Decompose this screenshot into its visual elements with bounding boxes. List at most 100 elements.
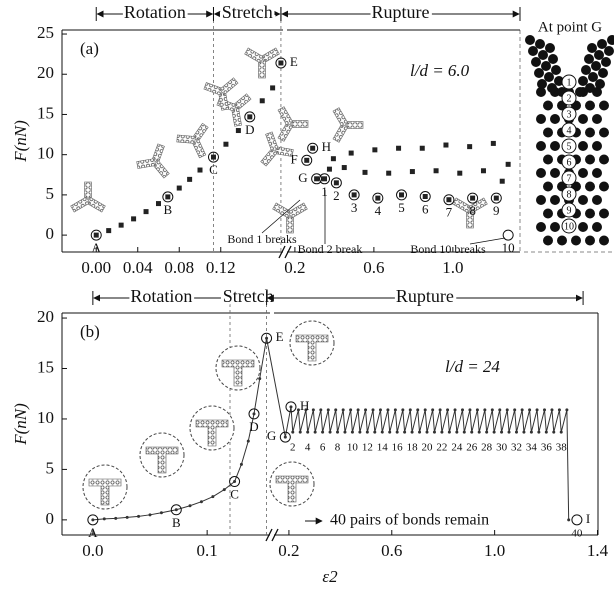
y-tick-label: 25: [37, 23, 54, 42]
inset-junction: [295, 334, 329, 362]
data-point: [289, 405, 293, 409]
data-point: [447, 430, 451, 434]
y-tick-label: 15: [37, 103, 54, 122]
x-tick-label: 1.0: [442, 258, 463, 277]
bond-count-label: 12: [362, 442, 373, 454]
data-point: [423, 408, 427, 412]
bond-count-label: 18: [407, 442, 419, 454]
marked-point: [162, 191, 174, 203]
annotation: Bond 10 breaks: [410, 242, 486, 256]
atom: [581, 65, 591, 75]
data-point: [326, 408, 330, 412]
bond-number: 4: [567, 125, 572, 136]
inset-junction: [145, 446, 179, 474]
inset-junction: [195, 419, 229, 447]
data-point: [440, 430, 444, 434]
phase-label: Rupture: [396, 286, 454, 306]
phase-label: Rotation: [124, 2, 186, 22]
data-point: [522, 430, 526, 434]
data-point: [470, 195, 476, 201]
junction-icon: [260, 131, 294, 167]
point-label: 5: [398, 200, 405, 215]
junction-icon: [70, 181, 106, 213]
atom: [592, 141, 602, 151]
point-label: 9: [493, 203, 500, 218]
data-point: [259, 98, 265, 104]
data-point: [425, 430, 429, 434]
atom: [541, 61, 551, 71]
data-point: [270, 85, 276, 91]
y-tick-label: 20: [37, 63, 54, 82]
junction-icon: [136, 143, 170, 179]
atom: [548, 54, 558, 64]
marked-point: [443, 194, 455, 206]
data-point: [283, 435, 287, 439]
x-tick-label: 0.2: [278, 541, 299, 560]
atom: [578, 222, 588, 232]
data-point: [505, 408, 509, 412]
data-point: [373, 430, 377, 434]
data-point: [131, 216, 137, 222]
data-point: [371, 408, 375, 412]
bond-count-label: 20: [422, 442, 434, 454]
point-label: E: [290, 54, 298, 69]
data-point: [210, 154, 216, 160]
data-point: [380, 430, 384, 434]
data-point: [433, 168, 439, 174]
atom: [599, 100, 609, 111]
point-label: 4: [375, 203, 382, 218]
bond-count-label: 4: [305, 442, 311, 454]
x-tick-label: 0.1: [197, 541, 218, 560]
phase-label: Stretch: [222, 2, 273, 22]
point-label: 10: [502, 240, 515, 255]
atom: [592, 168, 602, 178]
marked-point: [275, 57, 287, 69]
x-axis-label: ε2: [322, 567, 338, 586]
structure-inset: [82, 464, 128, 510]
atom: [543, 154, 553, 165]
annotation: 40 pairs of bonds remain: [330, 512, 489, 529]
junction-icon: [244, 47, 280, 79]
data-point: [567, 518, 571, 522]
data-point: [125, 515, 129, 519]
data-point: [386, 170, 392, 176]
y-tick-label: 10: [37, 144, 54, 163]
atom: [585, 208, 595, 219]
atom: [578, 114, 588, 124]
atom: [536, 87, 546, 97]
data-point: [176, 185, 182, 191]
bond-count-label: 30: [496, 442, 508, 454]
bond-marker: [561, 74, 577, 90]
data-point: [393, 408, 397, 412]
data-point: [235, 128, 241, 134]
bond-count-label: 34: [526, 442, 538, 454]
atom: [592, 222, 602, 232]
junction-arm: [332, 122, 349, 143]
junction-icon: [277, 106, 309, 142]
annotation-arrow: [469, 237, 506, 245]
junction-arm: [176, 134, 196, 144]
data-point: [319, 408, 323, 412]
atom: [535, 39, 545, 49]
data-point: [348, 150, 354, 156]
atom: [599, 208, 609, 219]
marked-point: [348, 189, 360, 201]
point-label: D: [245, 122, 254, 137]
data-point: [446, 197, 452, 203]
data-point: [395, 430, 399, 434]
data-point: [528, 408, 532, 412]
bond-count-label: 24: [451, 442, 463, 454]
data-point: [378, 408, 382, 412]
y-axis-label: F(nN): [11, 120, 30, 163]
marked-point: [330, 177, 342, 189]
data-point: [493, 195, 499, 201]
atom: [551, 65, 561, 75]
atom: [599, 181, 609, 192]
data-point: [155, 201, 161, 207]
data-point: [490, 408, 494, 412]
point-label: I: [586, 511, 590, 526]
atom: [525, 35, 535, 45]
atom: [585, 235, 595, 246]
data-point: [507, 430, 511, 434]
